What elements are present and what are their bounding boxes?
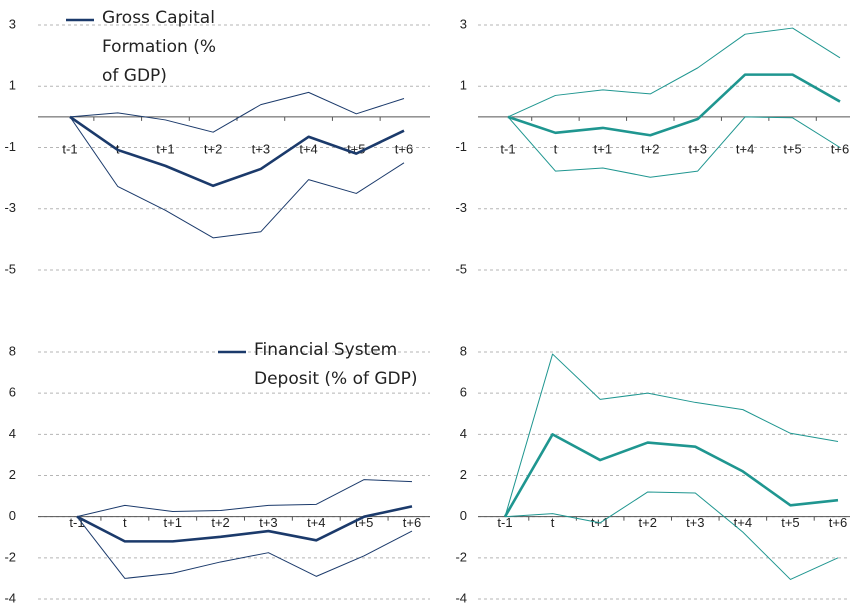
- y-tick-label: -3: [4, 200, 16, 215]
- x-tick-label: t+6: [403, 515, 421, 530]
- y-tick-label: 3: [460, 16, 467, 31]
- x-tick-label: t+4: [299, 141, 317, 156]
- legend-label: Gross Capital Formation (% of GDP): [102, 8, 216, 86]
- main-line: [503, 433, 839, 518]
- x-tick-label: t+2: [211, 515, 229, 530]
- y-tick-label: 8: [9, 343, 16, 358]
- x-tick-label: t+2: [638, 515, 656, 530]
- y-tick-label: -4: [4, 590, 16, 605]
- x-tick-label: t+3: [252, 141, 270, 156]
- y-tick-label: 6: [460, 385, 467, 400]
- y-tick-label: 4: [460, 426, 467, 441]
- x-tick-label: t+5: [781, 515, 799, 530]
- y-tick-label: 0: [9, 508, 16, 523]
- band-line: [69, 91, 405, 133]
- y-tick-label: -5: [455, 261, 467, 276]
- y-tick-label: -5: [4, 261, 16, 276]
- x-tick-label: t+4: [307, 515, 325, 530]
- x-tick-label: t-1: [62, 141, 77, 156]
- x-tick-label: t+1: [163, 515, 181, 530]
- y-tick-label: 6: [9, 385, 16, 400]
- y-tick-label: 0: [460, 508, 467, 523]
- y-tick-label: 1: [9, 78, 16, 93]
- x-tick-label: t: [554, 141, 558, 156]
- x-tick-label: t+3: [259, 515, 277, 530]
- x-tick-label: t+1: [156, 141, 174, 156]
- band-line: [76, 479, 413, 518]
- x-tick-label: t+3: [688, 141, 706, 156]
- main-line: [69, 115, 405, 188]
- legend-label: Financial System Deposit (% of GDP): [254, 340, 418, 389]
- band-line: [507, 116, 841, 178]
- y-tick-label: -2: [4, 549, 16, 564]
- x-tick-label: t+2: [204, 141, 222, 156]
- y-tick-label: -1: [4, 139, 16, 154]
- band-line: [76, 516, 413, 579]
- x-tick-label: t+4: [736, 141, 754, 156]
- y-tick-label: -1: [455, 139, 467, 154]
- x-tick-label: t: [123, 515, 127, 530]
- y-tick-label: 2: [460, 467, 467, 482]
- y-tick-label: 1: [460, 78, 467, 93]
- y-tick-label: 8: [460, 343, 467, 358]
- x-tick-label: t+3: [686, 515, 704, 530]
- y-tick-label: 2: [9, 467, 16, 482]
- y-tick-label: 4: [9, 426, 16, 441]
- x-tick-label: t+5: [783, 141, 801, 156]
- band-line: [504, 491, 839, 580]
- x-tick-label: t+2: [641, 141, 659, 156]
- band-line: [507, 27, 841, 118]
- band-line: [504, 353, 839, 517]
- band-line: [69, 116, 405, 239]
- y-tick-label: -3: [455, 200, 467, 215]
- x-tick-label: t-1: [500, 141, 515, 156]
- y-tick-label: -2: [455, 549, 467, 564]
- main-line: [76, 505, 413, 543]
- y-tick-label: 3: [9, 16, 16, 31]
- x-tick-label: t+1: [594, 141, 612, 156]
- y-tick-label: -4: [455, 590, 467, 605]
- x-tick-label: t: [551, 515, 555, 530]
- x-tick-label: t+4: [734, 515, 752, 530]
- x-tick-label: t+6: [829, 515, 847, 530]
- x-tick-label: t+6: [395, 141, 413, 156]
- x-tick-label: t-1: [497, 515, 512, 530]
- main-line: [507, 73, 841, 137]
